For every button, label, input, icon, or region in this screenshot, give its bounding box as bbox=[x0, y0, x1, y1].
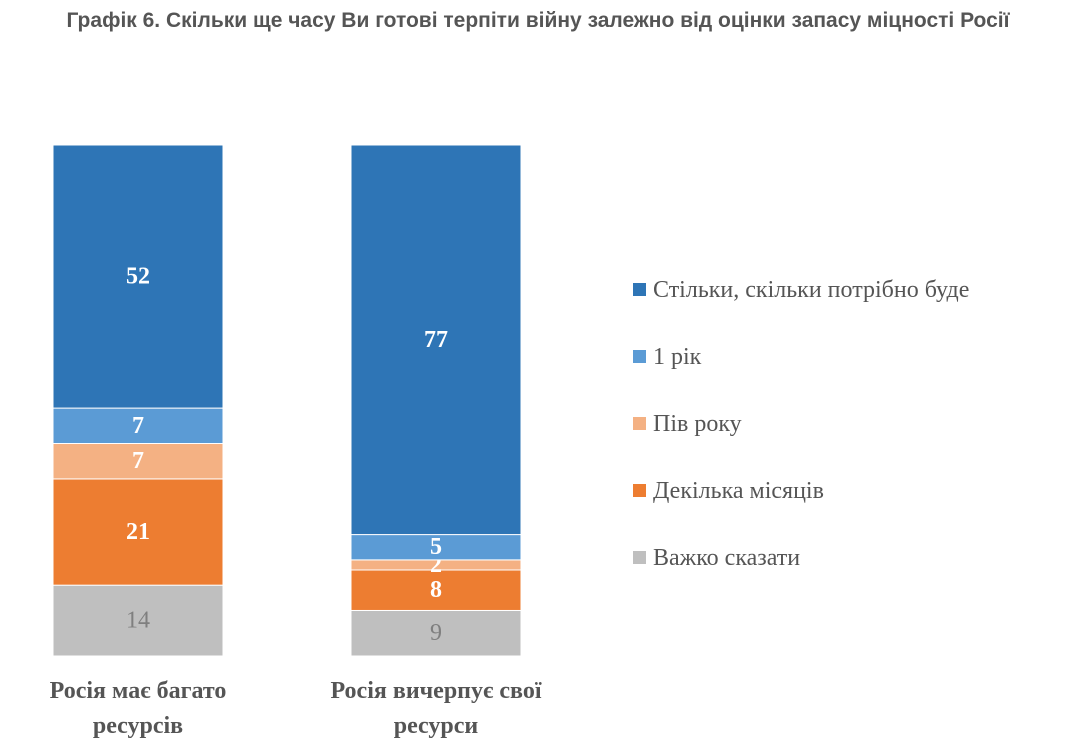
legend-swatch bbox=[633, 484, 646, 497]
category-label: Росія має багато ресурсів bbox=[50, 678, 227, 739]
legend-label: Декілька місяців bbox=[653, 478, 824, 504]
bar-segment bbox=[350, 534, 522, 561]
legend-swatch bbox=[633, 350, 646, 363]
bar-segment bbox=[350, 144, 522, 536]
data-label: 52 bbox=[126, 264, 150, 290]
data-label: 5 bbox=[430, 534, 442, 560]
bar-segment bbox=[350, 569, 522, 611]
data-label: 8 bbox=[430, 577, 442, 603]
legend-label: Важко сказати bbox=[653, 545, 800, 571]
data-label: 9 bbox=[430, 620, 442, 646]
bar-segment bbox=[52, 478, 224, 586]
data-label: 77 bbox=[424, 327, 448, 353]
legend: Стільки, скільки потрібно буде 1 рік Пів р… bbox=[633, 277, 969, 571]
legend-label: 1 рік bbox=[653, 344, 702, 370]
chart-title: Графік 6. Скільки ще часу Ви готові терп… bbox=[66, 9, 1010, 32]
category-labels: Росія має багато ресурсів Росія вичерпує с… bbox=[50, 678, 542, 739]
bar-segment bbox=[52, 144, 224, 409]
bar-segment bbox=[52, 584, 224, 657]
bar-segment bbox=[350, 609, 522, 657]
legend-swatch bbox=[633, 417, 646, 430]
legend-label: Пів року bbox=[653, 411, 742, 437]
legend-swatch bbox=[633, 551, 646, 564]
category-label: Росія вичерпує свої ресурси bbox=[330, 678, 541, 739]
legend-swatch bbox=[633, 283, 646, 296]
bar-segment bbox=[52, 443, 224, 480]
data-label: 7 bbox=[132, 413, 144, 439]
data-label: 14 bbox=[126, 608, 150, 634]
bar-segment bbox=[52, 407, 224, 445]
data-label: 7 bbox=[132, 448, 144, 474]
data-label: 21 bbox=[126, 519, 150, 545]
legend-label: Стільки, скільки потрібно буде bbox=[653, 277, 969, 303]
